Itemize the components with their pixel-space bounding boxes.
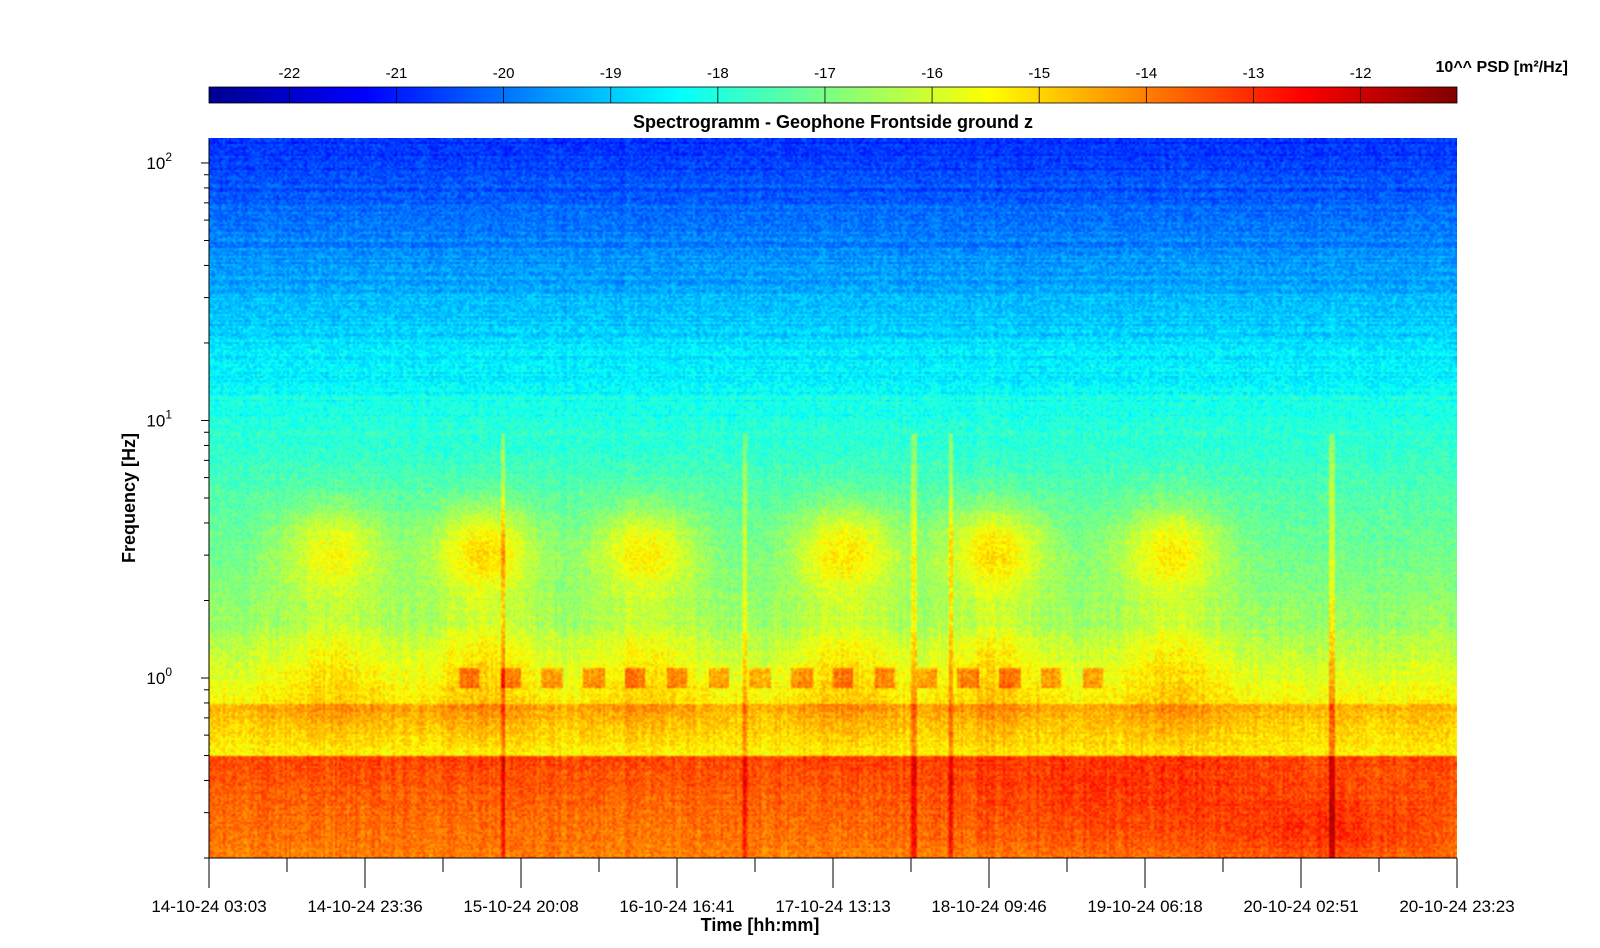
x-tick-label: 14-10-24 23:36 <box>307 897 422 916</box>
colorbar-ticks: -22 -21 -20 -19 -18 -17 -16 -15 -14 -13 -12 <box>278 65 1371 103</box>
colorbar-tick-label: -18 <box>707 65 729 82</box>
colorbar-tick-label: -17 <box>814 65 836 82</box>
colorbar-tick-label: -15 <box>1028 65 1050 82</box>
x-tick-label: 15-10-24 20:08 <box>463 897 578 916</box>
colorbar-tick-label: -16 <box>921 65 943 82</box>
colorbar-tick-label: -14 <box>1135 65 1157 82</box>
y-tick-label: 100 <box>146 665 172 688</box>
colorbar-tick-label: -22 <box>278 65 300 82</box>
x-tick-label: 20-10-24 23:23 <box>1399 897 1514 916</box>
spectrogram-heatmap <box>209 138 1457 858</box>
colorbar-label: 10^^ PSD [m²/Hz] <box>1436 59 1568 76</box>
colorbar-gradient <box>208 86 1458 104</box>
colorbar-tick-label: -21 <box>386 65 408 82</box>
plot-area <box>209 138 1457 858</box>
y-tick-label: 101 <box>146 407 172 430</box>
y-axis: 100 101 102 <box>146 138 210 859</box>
colorbar-tick-label: -20 <box>493 65 515 82</box>
colorbar-tick-label: -12 <box>1350 65 1372 82</box>
chart-title: Spectrogramm - Geophone Frontside ground… <box>633 112 1033 132</box>
colorbar-tick-label: -19 <box>600 65 622 82</box>
x-tick-label: 16-10-24 16:41 <box>619 897 734 916</box>
colorbar: -22 -21 -20 -19 -18 -17 -16 -15 -14 -13 -12 10^^ P… <box>208 59 1568 104</box>
x-axis: 14-10-24 03:03 14-10-24 23:36 15-10-24 20:… <box>151 857 1515 916</box>
x-axis-label: Time [hh:mm] <box>701 915 820 935</box>
x-tick-label: 17-10-24 13:13 <box>775 897 890 916</box>
y-axis-label: Frequency [Hz] <box>119 433 139 563</box>
x-tick-label: 14-10-24 03:03 <box>151 897 266 916</box>
colorbar-tick-label: -13 <box>1243 65 1265 82</box>
x-tick-label: 18-10-24 09:46 <box>931 897 1046 916</box>
x-tick-label: 20-10-24 02:51 <box>1243 897 1358 916</box>
y-tick-label: 102 <box>146 150 172 173</box>
x-tick-label: 19-10-24 06:18 <box>1087 897 1202 916</box>
